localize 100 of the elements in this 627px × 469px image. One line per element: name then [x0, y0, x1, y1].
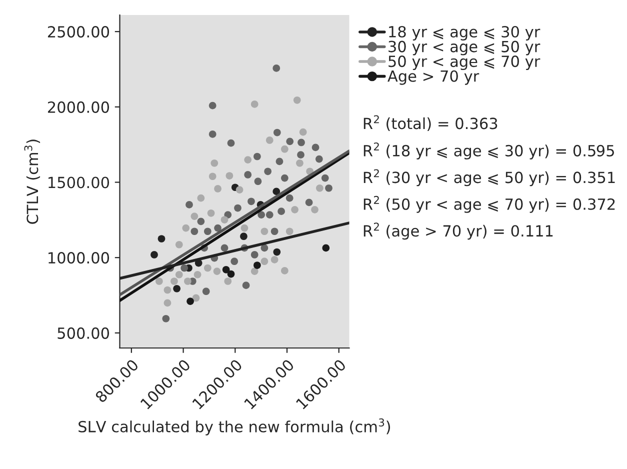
point — [312, 144, 320, 152]
point — [162, 314, 170, 322]
point — [266, 136, 274, 144]
point — [208, 130, 216, 138]
point — [175, 270, 183, 278]
point — [208, 102, 216, 110]
point — [164, 299, 172, 307]
legend-label: Age > 70 yr — [388, 70, 480, 85]
y-tick-label: 2000.00 — [48, 101, 110, 113]
point — [214, 185, 222, 192]
point — [197, 194, 205, 202]
point — [291, 206, 298, 214]
point — [158, 235, 166, 242]
point — [286, 228, 294, 236]
point — [270, 228, 278, 236]
point — [250, 251, 258, 258]
point — [311, 206, 318, 214]
point — [180, 264, 188, 272]
point — [260, 228, 268, 236]
point — [184, 278, 192, 285]
point — [299, 128, 307, 136]
point — [244, 171, 252, 178]
point — [227, 139, 235, 147]
point — [204, 264, 212, 272]
point — [182, 224, 190, 232]
point — [278, 208, 285, 216]
point — [207, 209, 215, 217]
point — [258, 211, 266, 218]
y-tick-label: 500.00 — [58, 327, 110, 339]
point — [224, 278, 232, 285]
legend-label: 30 yr < age ⩽ 50 yr — [388, 40, 540, 56]
text: R$^{2}$ (total) = 0.363 — [364, 115, 498, 132]
point — [260, 244, 268, 252]
point — [260, 258, 268, 266]
point — [248, 198, 255, 206]
point — [286, 138, 294, 146]
text: R$^{2}$ (18 yr ⩽ age ⩽ 30 yr) = 0.595 — [364, 142, 614, 160]
point — [197, 218, 205, 226]
point — [204, 228, 212, 236]
point — [173, 284, 180, 292]
point — [273, 248, 281, 256]
point — [296, 159, 304, 167]
text: R$^{2}$ (50 yr < age ⩽ 70 yr) = 0.372 — [364, 196, 615, 213]
point — [190, 212, 198, 220]
point — [210, 159, 218, 167]
text: R$^{2}$ (age > 70 yr) = 0.111 — [364, 222, 553, 240]
point — [293, 96, 301, 104]
point — [242, 282, 250, 289]
point — [264, 168, 272, 176]
point — [164, 286, 172, 294]
point — [226, 172, 234, 180]
point — [240, 232, 248, 240]
point — [325, 184, 332, 192]
point — [272, 188, 280, 196]
point — [281, 174, 288, 182]
point — [297, 151, 304, 159]
point — [270, 256, 278, 264]
point — [190, 228, 198, 236]
text: R$^{2}$ (30 yr < age ⩽ 50 yr) = 0.351 — [364, 169, 615, 186]
point — [322, 244, 330, 252]
point — [192, 294, 200, 302]
point — [254, 152, 261, 160]
point — [170, 278, 178, 285]
point — [208, 172, 216, 180]
point — [266, 211, 274, 218]
point — [213, 268, 221, 275]
point — [194, 270, 202, 278]
point — [250, 268, 258, 275]
y-tick-label: 1000.00 — [48, 252, 110, 264]
point — [202, 288, 210, 296]
point — [186, 298, 194, 305]
point — [244, 156, 252, 164]
point — [214, 224, 222, 232]
point — [254, 262, 261, 269]
point — [186, 201, 193, 208]
point — [250, 100, 258, 108]
point — [321, 174, 329, 182]
point — [175, 240, 183, 248]
point — [254, 178, 262, 186]
point — [236, 186, 244, 194]
point — [227, 270, 235, 278]
point — [155, 278, 163, 285]
point — [276, 158, 284, 166]
point — [220, 216, 228, 224]
legend-label: 18 yr ⩽ age ⩽ 30 yr — [389, 26, 540, 40]
x-axis-title: SLV calculated by the new formula (cm$^{3}$) — [78, 418, 390, 436]
legend-label: 50 yr < age ⩽ 70 yr — [388, 56, 540, 70]
point — [150, 251, 158, 258]
point — [286, 194, 294, 202]
y-tick-label: 2500.00 — [48, 26, 110, 38]
point — [230, 258, 238, 266]
point — [222, 266, 230, 274]
point — [305, 198, 313, 206]
point — [220, 244, 228, 252]
point — [281, 145, 288, 153]
point — [316, 184, 324, 192]
point — [273, 128, 281, 136]
point — [298, 138, 305, 146]
point — [315, 155, 323, 163]
point — [234, 204, 242, 212]
